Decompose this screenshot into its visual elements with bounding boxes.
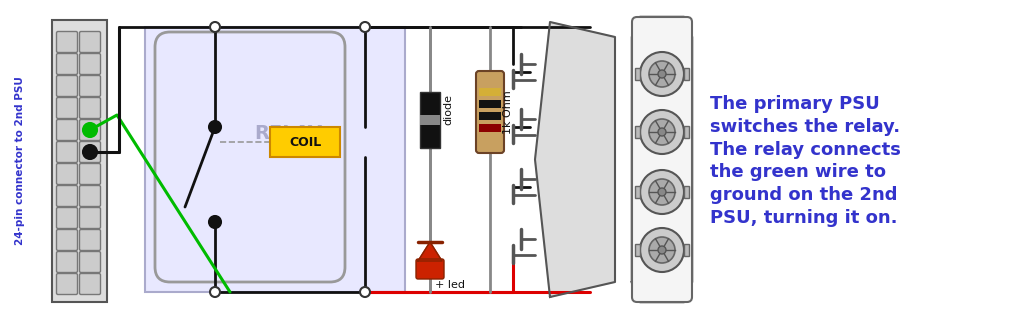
FancyBboxPatch shape <box>80 207 100 229</box>
Circle shape <box>210 287 220 297</box>
FancyBboxPatch shape <box>476 71 504 153</box>
Bar <box>635 126 640 138</box>
FancyBboxPatch shape <box>270 127 340 157</box>
Bar <box>479 100 501 108</box>
Circle shape <box>209 216 221 228</box>
Circle shape <box>210 22 220 32</box>
FancyBboxPatch shape <box>56 185 78 206</box>
Circle shape <box>83 145 97 159</box>
Circle shape <box>649 119 675 145</box>
Bar <box>479 124 501 132</box>
Text: COIL: COIL <box>289 136 322 148</box>
Circle shape <box>640 110 684 154</box>
FancyBboxPatch shape <box>56 98 78 118</box>
FancyBboxPatch shape <box>416 259 444 279</box>
Polygon shape <box>632 17 692 302</box>
FancyBboxPatch shape <box>56 207 78 229</box>
Circle shape <box>640 170 684 214</box>
FancyBboxPatch shape <box>56 164 78 185</box>
Circle shape <box>649 179 675 205</box>
Circle shape <box>640 52 684 96</box>
Circle shape <box>640 228 684 272</box>
FancyBboxPatch shape <box>80 119 100 140</box>
Text: RELAY: RELAY <box>254 124 322 143</box>
FancyBboxPatch shape <box>80 141 100 163</box>
FancyBboxPatch shape <box>56 230 78 251</box>
Circle shape <box>209 121 221 133</box>
FancyBboxPatch shape <box>56 119 78 140</box>
FancyBboxPatch shape <box>80 273 100 295</box>
FancyBboxPatch shape <box>632 17 692 302</box>
Text: 24-pin connector to 2nd PSU: 24-pin connector to 2nd PSU <box>15 77 25 245</box>
Bar <box>684 68 689 80</box>
Bar <box>635 68 640 80</box>
FancyBboxPatch shape <box>80 230 100 251</box>
Bar <box>684 186 689 198</box>
Polygon shape <box>535 22 615 297</box>
Circle shape <box>649 61 675 87</box>
Circle shape <box>83 123 97 137</box>
Bar <box>635 186 640 198</box>
Text: The primary PSU
switches the relay.
The relay connects
the green wire to
ground : The primary PSU switches the relay. The … <box>710 95 901 227</box>
FancyBboxPatch shape <box>56 273 78 295</box>
Text: + led: + led <box>435 280 465 290</box>
Bar <box>479 112 501 120</box>
Polygon shape <box>418 242 442 261</box>
Bar <box>635 244 640 256</box>
Circle shape <box>360 287 370 297</box>
FancyBboxPatch shape <box>80 32 100 52</box>
Text: 1k Ohm: 1k Ohm <box>503 90 513 134</box>
FancyBboxPatch shape <box>56 75 78 97</box>
FancyBboxPatch shape <box>52 20 106 302</box>
Circle shape <box>658 246 666 254</box>
Text: diode: diode <box>443 94 453 125</box>
FancyBboxPatch shape <box>80 75 100 97</box>
FancyBboxPatch shape <box>80 251 100 272</box>
FancyBboxPatch shape <box>56 53 78 74</box>
FancyBboxPatch shape <box>80 185 100 206</box>
FancyBboxPatch shape <box>56 251 78 272</box>
Bar <box>684 244 689 256</box>
FancyBboxPatch shape <box>145 27 406 292</box>
Bar <box>479 88 501 96</box>
Bar <box>420 115 440 125</box>
Circle shape <box>649 237 675 263</box>
Bar <box>684 126 689 138</box>
FancyBboxPatch shape <box>155 32 345 282</box>
FancyBboxPatch shape <box>56 32 78 52</box>
FancyBboxPatch shape <box>80 164 100 185</box>
FancyBboxPatch shape <box>80 98 100 118</box>
FancyBboxPatch shape <box>420 91 440 147</box>
FancyBboxPatch shape <box>80 53 100 74</box>
FancyBboxPatch shape <box>56 141 78 163</box>
Circle shape <box>360 22 370 32</box>
Circle shape <box>658 70 666 78</box>
Circle shape <box>658 128 666 136</box>
Circle shape <box>658 188 666 196</box>
